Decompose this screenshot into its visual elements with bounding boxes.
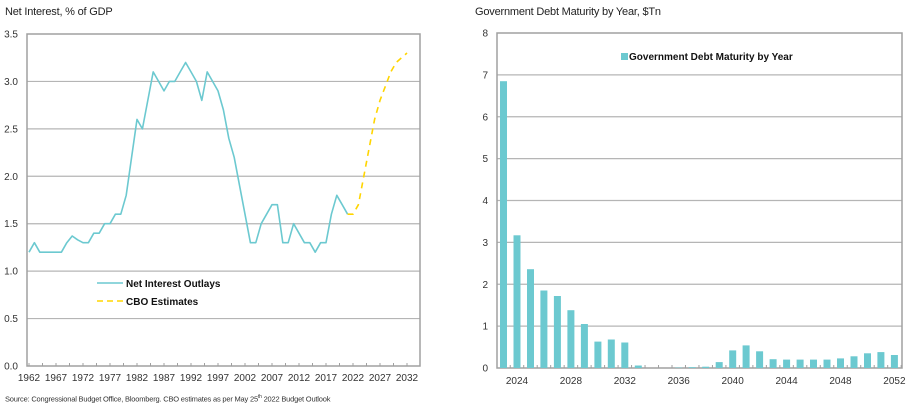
y-tick-label: 0.0: [4, 362, 18, 373]
source-superscript: th: [257, 394, 262, 400]
x-tick-label: 1982: [126, 373, 149, 384]
y-tick-label: 2: [482, 280, 488, 291]
x-tick-label: 2027: [369, 373, 392, 384]
x-tick-label: 2022: [342, 373, 365, 384]
bar-2050: [864, 353, 871, 368]
bar-2049: [850, 356, 858, 368]
y-tick-label: 3.0: [4, 77, 18, 88]
bar-2043: [769, 359, 777, 368]
x-tick-label: 1997: [207, 373, 230, 384]
bar-2040: [729, 350, 737, 368]
bar-2045: [796, 359, 804, 368]
x-tick-label: 2048: [829, 376, 852, 387]
bar-2051: [877, 352, 885, 368]
bar-2033: [634, 365, 642, 368]
x-tick-label: 2007: [261, 373, 284, 384]
bar-2032: [621, 342, 629, 368]
y-tick-label: 4: [482, 196, 488, 207]
bar-2047: [823, 359, 831, 368]
y-tick-label: 0.5: [4, 314, 18, 325]
bar-2029: [580, 324, 588, 368]
right-chart-title: Government Debt Maturity by Year, $Tn: [475, 6, 661, 18]
y-tick-label: 1.0: [4, 267, 18, 278]
y-tick-label: 1.5: [4, 219, 18, 230]
legend-swatch-debt-maturity: [621, 53, 628, 60]
legend-label-net-interest: Net Interest Outlays: [126, 279, 221, 290]
x-tick-label: 2032: [614, 376, 637, 387]
y-tick-label: 2.0: [4, 172, 18, 183]
bar-2042: [756, 351, 764, 369]
bar-2026: [540, 290, 548, 368]
x-tick-label: 2012: [288, 373, 311, 384]
bar-2038: [702, 366, 710, 368]
x-tick-label: 2052: [883, 376, 906, 387]
legend-label-cbo: CBO Estimates: [126, 297, 199, 308]
x-tick-label: 2024: [506, 376, 529, 387]
source-note: Source: Congressional Budget Office, Blo…: [5, 394, 330, 404]
x-tick-label: 2002: [234, 373, 257, 384]
bar-2025: [527, 269, 534, 368]
bar-2028: [567, 310, 575, 368]
bar-2048: [837, 358, 844, 368]
y-tick-label: 1: [482, 322, 488, 333]
x-tick-label: 1977: [99, 373, 122, 384]
x-tick-label: 2044: [775, 376, 798, 387]
y-tick-label: 2.5: [4, 124, 18, 135]
x-tick-label: 1962: [18, 373, 41, 384]
bar-2041: [742, 345, 750, 368]
legend-label-debt-maturity: Government Debt Maturity by Year: [629, 52, 793, 63]
x-tick-label: 2032: [396, 373, 419, 384]
cbo-estimates-line: [347, 52, 408, 215]
bar-2023: [500, 81, 507, 368]
x-tick-label: 2017: [315, 373, 338, 384]
net-interest-line-chart: 0.0 0.5 1.0 1.5 2.0 2.5 3.0 3.5 1962 1967 1972 1977…: [4, 30, 421, 384]
x-tick-label: 1992: [180, 373, 203, 384]
x-tick-label: 1967: [45, 373, 68, 384]
bar-2024: [513, 235, 521, 368]
legend: Net Interest Outlays CBO Estimates: [97, 279, 221, 308]
bar-2044: [783, 359, 791, 368]
bar-2031: [607, 339, 615, 368]
y-tick-label: 3.5: [4, 30, 18, 41]
plot-frame: [496, 32, 903, 369]
bar-2052: [890, 355, 898, 368]
plot-frame: [26, 33, 421, 367]
left-chart-title: Net Interest, % of GDP: [5, 6, 113, 18]
y-tick-label: 8: [482, 29, 488, 40]
bar-2030: [594, 341, 602, 368]
source-text-main: Source: Congressional Budget Office, Blo…: [5, 394, 258, 404]
bar-2039: [715, 362, 723, 368]
bar-2046: [810, 359, 817, 368]
y-tick-label: 5: [482, 154, 488, 165]
bar-2037: [688, 367, 696, 368]
net-interest-outlays-line: [28, 61, 349, 253]
source-text-end: 2022 Budget Outlook: [261, 394, 331, 404]
legend: Government Debt Maturity by Year: [621, 52, 793, 63]
x-tick-label: 1987: [153, 373, 176, 384]
y-tick-label: 6: [482, 112, 488, 123]
bar-2027: [553, 296, 561, 368]
x-tick-label: 2040: [722, 376, 745, 387]
x-tick-label: 2036: [668, 376, 691, 387]
x-tick-label: 1972: [72, 373, 95, 384]
y-tick-label: 3: [482, 238, 488, 249]
x-tick-label: 2028: [560, 376, 583, 387]
y-tick-label: 0: [482, 364, 488, 375]
y-tick-label: 7: [482, 70, 488, 81]
